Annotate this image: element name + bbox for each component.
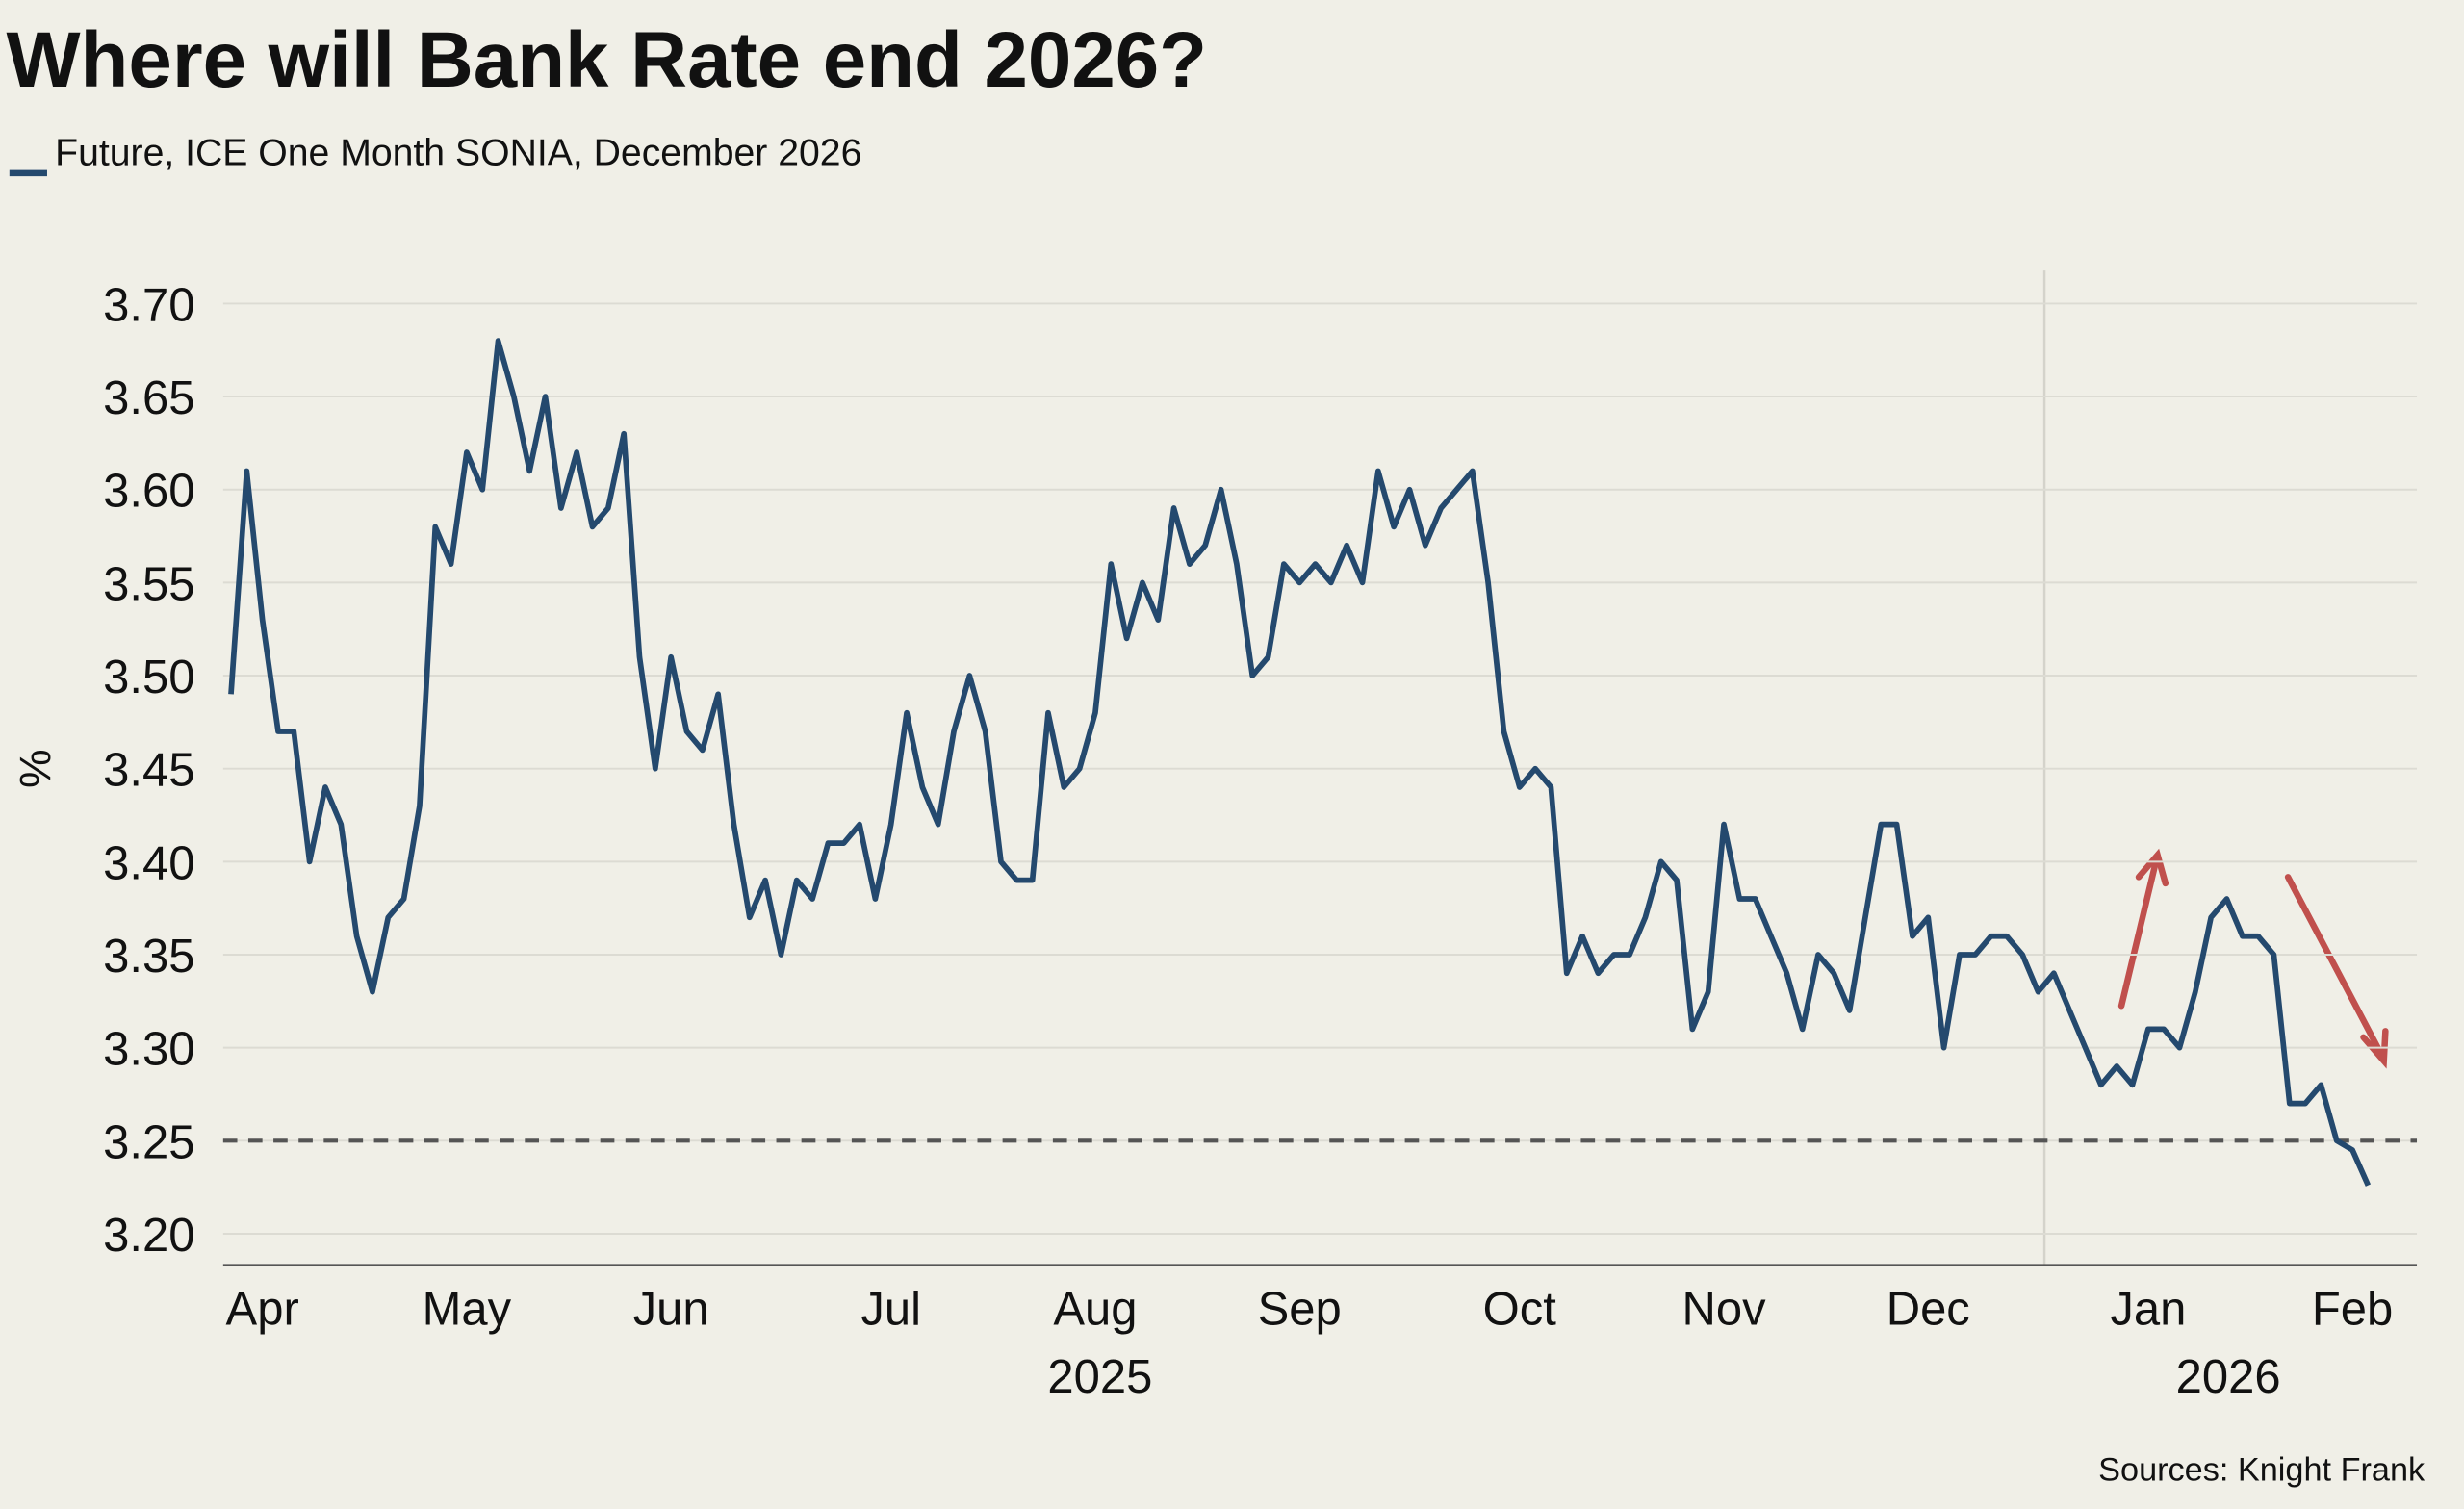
- x-tick-label: Feb: [2312, 1284, 2393, 1336]
- y-tick-label: 3.30: [103, 1024, 194, 1076]
- x-year-label: 2026: [2176, 1351, 2281, 1403]
- y-tick-label: 3.45: [103, 745, 194, 797]
- x-year-label: 2025: [1047, 1351, 1152, 1403]
- y-tick-label: 3.20: [103, 1210, 194, 1262]
- arrow-down: [2284, 874, 2386, 1060]
- arrow-up-head: [2135, 848, 2169, 887]
- x-tick-label: Nov: [1681, 1284, 1766, 1336]
- y-tick-label: 3.60: [103, 466, 194, 518]
- x-tick-label: Jul: [860, 1284, 921, 1336]
- chart-title: Where will Bank Rate end 2026?: [7, 16, 1207, 104]
- y-tick-label: 3.40: [103, 837, 194, 889]
- y-tick-label: 3.25: [103, 1116, 194, 1168]
- x-tick-label: Sep: [1258, 1284, 1342, 1336]
- y-axis-label: %: [11, 749, 60, 788]
- x-tick-label: Apr: [226, 1284, 299, 1336]
- y-tick-label: 3.50: [103, 652, 194, 703]
- x-tick-label: Jan: [2110, 1284, 2186, 1336]
- data-line: [228, 338, 2372, 1187]
- y-tick-label: 3.55: [103, 558, 194, 610]
- y-tick-label: 3.70: [103, 279, 194, 331]
- legend-label: Future, ICE One Month SONIA, December 20…: [55, 133, 861, 174]
- plot: 3.20 3.25 3.30 3.35 3.40 3.45 3.50 3.55 3.60 3.65…: [103, 279, 2418, 1403]
- arrows: [2118, 848, 2389, 1069]
- x-tick-label: Jun: [633, 1284, 709, 1336]
- y-tick-label: 3.35: [103, 931, 194, 983]
- x-tick-label: Aug: [1053, 1284, 1137, 1336]
- arrow-up: [2118, 857, 2160, 1010]
- arrow-down-head: [2360, 1028, 2389, 1069]
- x-tick-label: May: [423, 1284, 512, 1336]
- source: Sources: Knight Frank: [2098, 1451, 2426, 1488]
- y-tick-label: 3.65: [103, 372, 194, 424]
- x-tick-label: Dec: [1886, 1284, 1970, 1336]
- x-tick-label: Oct: [1483, 1284, 1557, 1336]
